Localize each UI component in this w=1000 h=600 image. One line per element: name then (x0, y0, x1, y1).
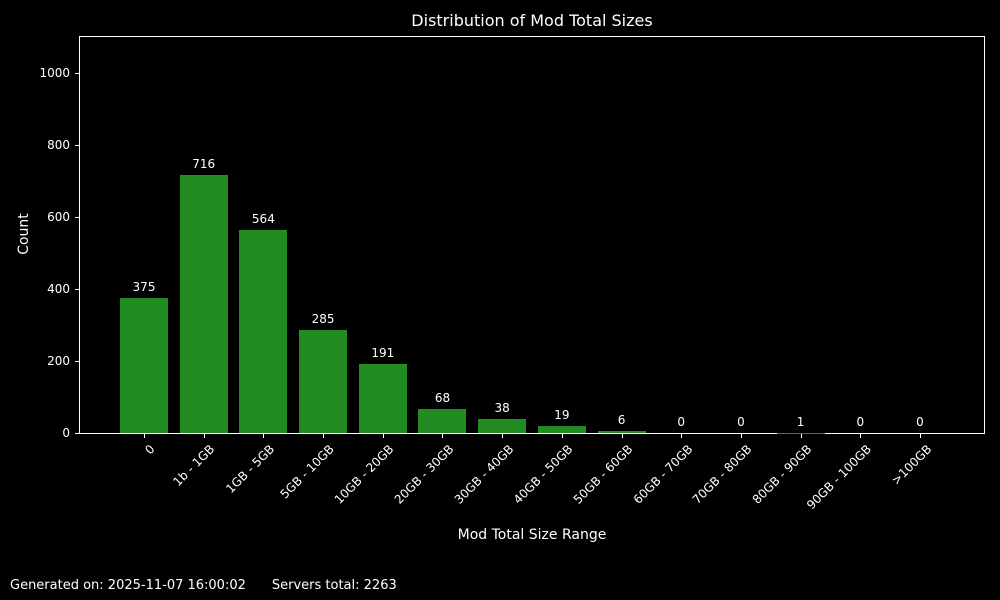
x-axis-label: Mod Total Size Range (457, 527, 607, 543)
x-tick-mark (740, 434, 742, 438)
x-tick-label: 50GB - 60GB (570, 442, 636, 507)
x-tick-label: 70GB - 80GB (690, 442, 755, 507)
x-tick-label: 0 (142, 442, 158, 458)
chart-title: Distribution of Mod Total Sizes (411, 11, 653, 30)
y-tick-mark (75, 289, 79, 290)
x-tick-mark (681, 434, 683, 438)
x-tick-mark (144, 434, 145, 438)
bar-value-label: 38 (494, 401, 510, 416)
bar (299, 330, 348, 433)
y-tick-mark (75, 145, 79, 146)
bar-value-label: 285 (311, 312, 335, 327)
y-tick-mark (75, 433, 79, 434)
plot-area (79, 36, 985, 434)
x-tick-label: 30GB - 40GB (451, 442, 517, 507)
y-tick-mark (75, 361, 79, 362)
bar (537, 426, 586, 433)
bar-value-label: 375 (132, 280, 156, 294)
footer: Generated on: 2025-11-07 16:00:02 Servers… (10, 578, 397, 594)
x-tick-mark (800, 434, 802, 438)
x-tick-label: 5GB - 10GB (277, 442, 337, 502)
x-tick-mark (323, 434, 325, 438)
y-tick-label: 400 (47, 282, 70, 296)
x-tick-mark (621, 434, 623, 438)
bar-value-label: 0 (677, 415, 686, 429)
generated-on-text: Generated on: 2025-11-07 16:00:02 (10, 578, 246, 593)
x-tick-label: 60GB - 70GB (630, 442, 696, 507)
x-tick-mark (442, 434, 444, 438)
y-tick-label: 1000 (39, 66, 70, 80)
x-tick-mark (203, 434, 205, 438)
y-tick-label: 600 (47, 210, 70, 224)
bar (358, 364, 407, 433)
bar-value-label: 0 (916, 415, 924, 429)
bar (418, 408, 467, 433)
x-tick-label: 80GB - 90GB (749, 442, 815, 507)
y-axis-label: Count (16, 213, 32, 255)
bar-value-label: 564 (251, 211, 275, 226)
x-tick-mark (561, 434, 563, 438)
y-tick-label: 200 (47, 354, 70, 368)
x-tick-label: >100GB (888, 442, 934, 488)
bar (239, 229, 288, 433)
x-tick-mark (920, 434, 921, 438)
bar (120, 298, 168, 433)
x-tick-label: 20GB - 30GB (391, 442, 457, 507)
y-tick-label: 800 (47, 138, 70, 152)
x-tick-mark (502, 434, 504, 438)
bar-value-label: 0 (856, 415, 865, 429)
bar-value-label: 68 (434, 390, 451, 405)
x-tick-label: 1b - 1GB (170, 442, 218, 489)
bar (478, 419, 527, 433)
bar-value-label: 0 (737, 415, 745, 429)
bar-value-label: 716 (192, 157, 216, 172)
y-tick-mark (75, 73, 79, 74)
x-tick-label: 1GB - 5GB (223, 442, 278, 496)
bar-value-label: 1 (796, 414, 805, 429)
y-tick-mark (75, 217, 79, 218)
bar-value-label: 19 (554, 408, 570, 423)
x-tick-label: 40GB - 50GB (511, 442, 576, 507)
x-tick-label: 90GB - 100GB (804, 442, 875, 513)
y-tick-label: 0 (62, 426, 70, 440)
servers-total-text: Servers total: 2263 (271, 578, 397, 593)
bar-value-label: 191 (371, 346, 395, 361)
bar-value-label: 6 (617, 412, 626, 427)
x-tick-mark (263, 434, 265, 438)
x-tick-label: 10GB - 20GB (331, 442, 397, 507)
bar (597, 430, 646, 433)
x-tick-mark (860, 434, 862, 438)
x-tick-mark (382, 434, 384, 438)
bar (179, 175, 228, 433)
